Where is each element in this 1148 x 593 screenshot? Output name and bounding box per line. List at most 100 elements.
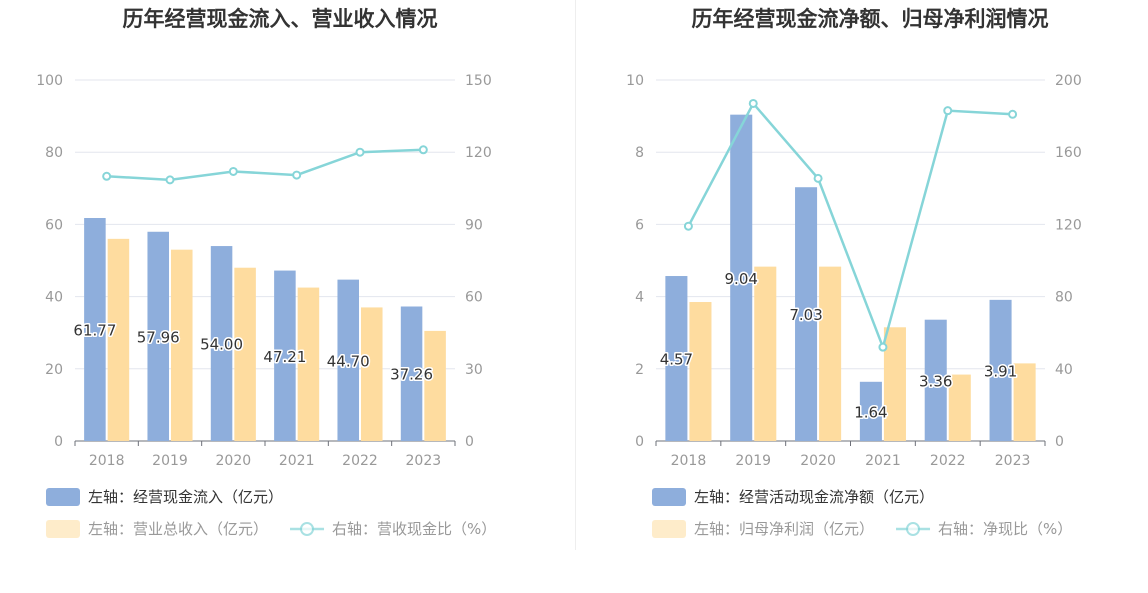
bar-secondary <box>171 249 193 441</box>
bar-secondary <box>361 307 383 441</box>
x-axis-tick-label: 2018 <box>671 453 707 469</box>
chart-1: 历年经营现金流入、营业收入情况 0 0 20 30 40 60 60 90 80 120 100 150… <box>36 7 496 538</box>
right-axis-tick-label: 150 <box>465 73 492 89</box>
bar-primary <box>989 299 1012 441</box>
legend-label: 左轴：营业总收入（亿元） <box>88 520 268 538</box>
legend-label: 右轴：净现比（%） <box>938 520 1072 538</box>
legend-label: 左轴：经营活动现金流净额（亿元） <box>694 488 934 506</box>
bar-primary <box>337 279 359 441</box>
right-axis-tick-label: 80 <box>1055 290 1073 306</box>
left-axis-tick-label: 0 <box>54 434 63 450</box>
bar-primary <box>400 306 423 441</box>
left-axis-tick-label: 10 <box>626 73 644 89</box>
bar-data-label: 61.77 <box>73 322 116 340</box>
x-axis-tick-label: 2020 <box>216 453 252 469</box>
bar-secondary <box>1013 363 1036 441</box>
left-axis-tick-label: 40 <box>45 290 63 306</box>
left-axis-tick-label: 20 <box>45 362 63 378</box>
bar-primary <box>84 218 106 441</box>
bar-primary <box>730 114 753 441</box>
bar-secondary <box>754 266 777 441</box>
bar-data-label: 1.64 <box>854 403 887 421</box>
right-axis-tick-label: 30 <box>465 362 483 378</box>
bar-data-label: 54.00 <box>200 336 243 354</box>
line-point <box>748 98 758 108</box>
legend-swatch <box>652 488 686 506</box>
left-axis-tick-label: 6 <box>635 217 644 233</box>
right-axis-tick-label: 60 <box>465 290 483 306</box>
x-axis-tick-label: 2021 <box>865 453 901 469</box>
right-axis-tick-label: 0 <box>465 434 474 450</box>
x-axis-tick-label: 2021 <box>279 453 315 469</box>
chart-title: 历年经营现金流入、营业收入情况 <box>123 7 438 31</box>
right-axis-tick-label: 90 <box>465 217 483 233</box>
line-point <box>418 145 428 155</box>
bar-data-label: 9.04 <box>725 270 758 288</box>
legend-label: 左轴：经营现金流入（亿元） <box>88 488 283 506</box>
legend-label: 右轴：营收现金比（%） <box>332 520 496 538</box>
bar-data-label: 4.57 <box>660 351 693 369</box>
right-axis-tick-label: 200 <box>1055 73 1082 89</box>
line-point <box>878 342 888 352</box>
left-axis-tick-label: 100 <box>36 73 63 89</box>
bar-secondary <box>948 374 971 441</box>
bar-data-label: 3.36 <box>919 372 952 390</box>
legend-circle-icon <box>906 522 921 536</box>
legend-circle-icon <box>300 522 315 536</box>
bar-primary <box>795 187 818 441</box>
line-point <box>943 106 953 116</box>
line-point <box>683 221 693 231</box>
bar-primary <box>665 276 688 441</box>
chart-divider <box>575 0 576 550</box>
bar-primary <box>859 381 882 441</box>
bar-data-label: 7.03 <box>789 306 822 324</box>
left-axis-tick-label: 2 <box>635 362 644 378</box>
x-axis-tick-label: 2023 <box>406 453 442 469</box>
bar-secondary <box>297 287 320 441</box>
left-axis-tick-label: 8 <box>635 145 644 161</box>
legend-swatch <box>46 488 80 506</box>
bar-primary <box>274 270 296 441</box>
line-point <box>292 170 302 180</box>
left-axis-tick-label: 4 <box>635 290 644 306</box>
bar-primary <box>147 231 169 441</box>
x-axis-tick-label: 2019 <box>735 453 771 469</box>
line-point <box>813 173 823 183</box>
line-point <box>1008 109 1018 119</box>
legend-swatch <box>46 520 80 538</box>
line-point <box>355 147 365 157</box>
bar-secondary <box>819 266 842 441</box>
left-axis-tick-label: 60 <box>45 217 63 233</box>
line-series <box>106 148 424 182</box>
legend-label: 左轴：归母净利润（亿元） <box>694 520 874 538</box>
bar-data-label: 57.96 <box>137 328 180 346</box>
x-axis-tick-label: 2022 <box>342 453 378 469</box>
x-axis-tick-label: 2022 <box>930 453 966 469</box>
bar-secondary <box>689 302 712 441</box>
bar-data-label: 3.91 <box>984 362 1017 380</box>
line-point <box>102 171 112 181</box>
right-axis-tick-label: 120 <box>1055 217 1082 233</box>
bar-data-label: 37.26 <box>390 366 433 384</box>
chart-2: 历年经营现金流净额、归母净利润情况 0 0 2 40 4 80 6 120 8 160 10 200 20… <box>626 7 1082 538</box>
x-axis-tick-label: 2023 <box>995 453 1031 469</box>
bar-data-label: 44.70 <box>327 352 370 370</box>
legend-swatch <box>652 520 686 538</box>
bar-primary <box>210 246 233 441</box>
bar-secondary <box>424 330 446 441</box>
x-axis-tick-label: 2019 <box>152 453 188 469</box>
line-point <box>165 175 175 185</box>
chart-title: 历年经营现金流净额、归母净利润情况 <box>692 7 1049 31</box>
line-point <box>228 166 238 176</box>
bar-primary <box>924 319 947 441</box>
bar-secondary <box>107 238 130 441</box>
bar-secondary <box>883 327 906 441</box>
x-axis-tick-label: 2020 <box>800 453 836 469</box>
right-axis-tick-label: 120 <box>465 145 492 161</box>
x-axis-tick-label: 2018 <box>89 453 125 469</box>
line-series <box>687 101 1013 352</box>
right-axis-tick-label: 40 <box>1055 362 1073 378</box>
left-axis-tick-label: 0 <box>635 434 644 450</box>
bar-data-label: 47.21 <box>263 348 306 366</box>
